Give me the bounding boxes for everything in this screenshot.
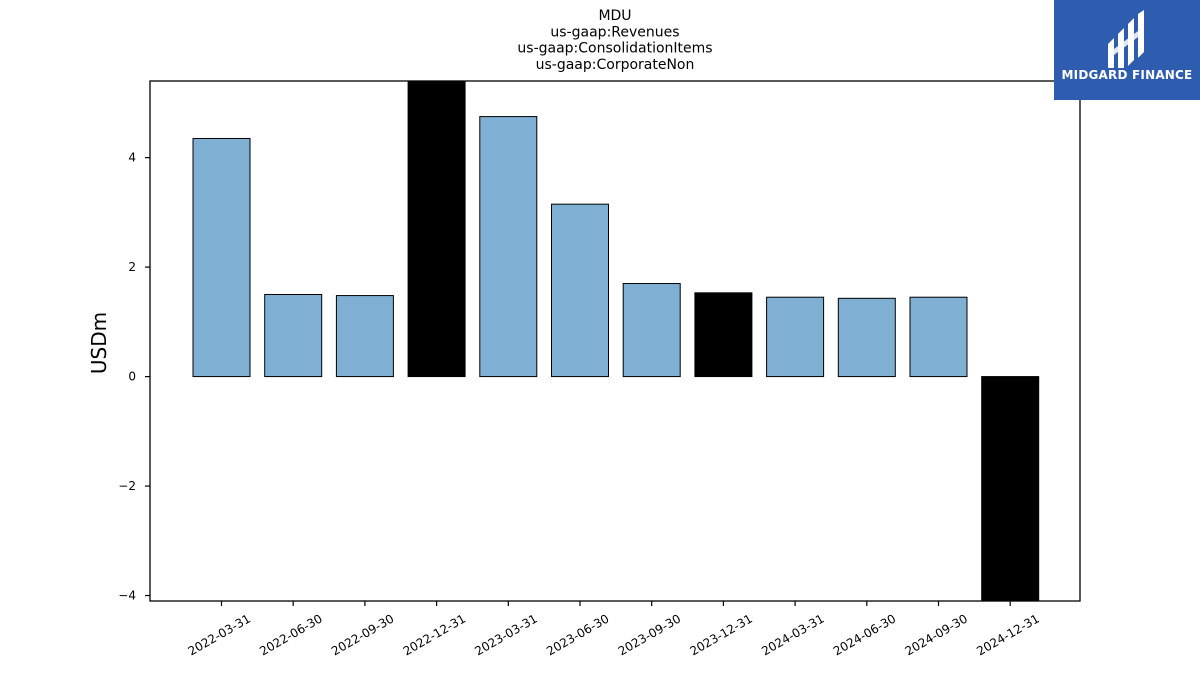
y-tick-label: 4	[128, 151, 136, 165]
title-line: MDU	[598, 8, 631, 24]
x-tick-label: 2022-09-30	[329, 611, 396, 658]
bar-2022-09-30	[335, 295, 394, 378]
title-line: us-gaap:ConsolidationItems	[517, 41, 712, 57]
y-axis-label: USDm	[87, 312, 111, 374]
bar-2023-03-31	[479, 116, 538, 378]
midgard-finance-logo: MIDGARD FINANCE	[1054, 0, 1200, 100]
title-line: us-gaap:CorporateNon	[536, 57, 695, 73]
x-tick-label: 2023-09-30	[616, 611, 683, 658]
midgard-logo-icon	[1108, 10, 1144, 68]
bar-2022-03-31	[192, 137, 251, 378]
x-tick-label: 2022-03-31	[186, 611, 253, 658]
y-tick-label: 0	[128, 370, 136, 384]
bar-2023-12-31	[694, 292, 753, 378]
y-axis: −4 −2 0 2 4	[118, 151, 150, 603]
bars	[192, 80, 1040, 602]
x-axis: 2022-03-31 2022-06-30 2022-09-30 2022-12-31…	[186, 601, 1042, 658]
y-tick-label: −4	[118, 589, 136, 603]
x-tick-label: 2023-12-31	[687, 611, 754, 658]
x-tick-label: 2024-06-30	[831, 611, 898, 658]
bar-2024-12-31	[981, 376, 1040, 602]
bar-2024-09-30	[909, 296, 968, 378]
x-tick-label: 2024-09-30	[903, 611, 970, 658]
bar-2024-06-30	[837, 297, 896, 378]
x-tick-label: 2023-03-31	[472, 611, 539, 658]
y-tick-label: 2	[128, 260, 136, 274]
y-tick-label: −2	[118, 479, 136, 493]
plot-frame	[149, 80, 1081, 602]
x-tick-label: 2022-12-31	[401, 611, 468, 658]
x-tick-label: 2022-06-30	[257, 611, 324, 658]
bar-2023-09-30	[622, 283, 681, 378]
logo-text: MIDGARD FINANCE	[1061, 68, 1193, 82]
bar-2022-12-31	[407, 80, 466, 378]
x-tick-label: 2024-12-31	[974, 611, 1041, 658]
x-tick-label: 2023-06-30	[544, 611, 611, 658]
chart-title: MDUus-gaap:Revenuesus-gaap:Consolidation…	[517, 8, 712, 73]
bar-2024-03-31	[766, 296, 825, 378]
title-line: us-gaap:Revenues	[550, 24, 679, 40]
bar-2022-06-30	[264, 293, 323, 378]
bar-2023-06-30	[551, 203, 609, 378]
x-tick-label: 2024-03-31	[759, 611, 826, 658]
